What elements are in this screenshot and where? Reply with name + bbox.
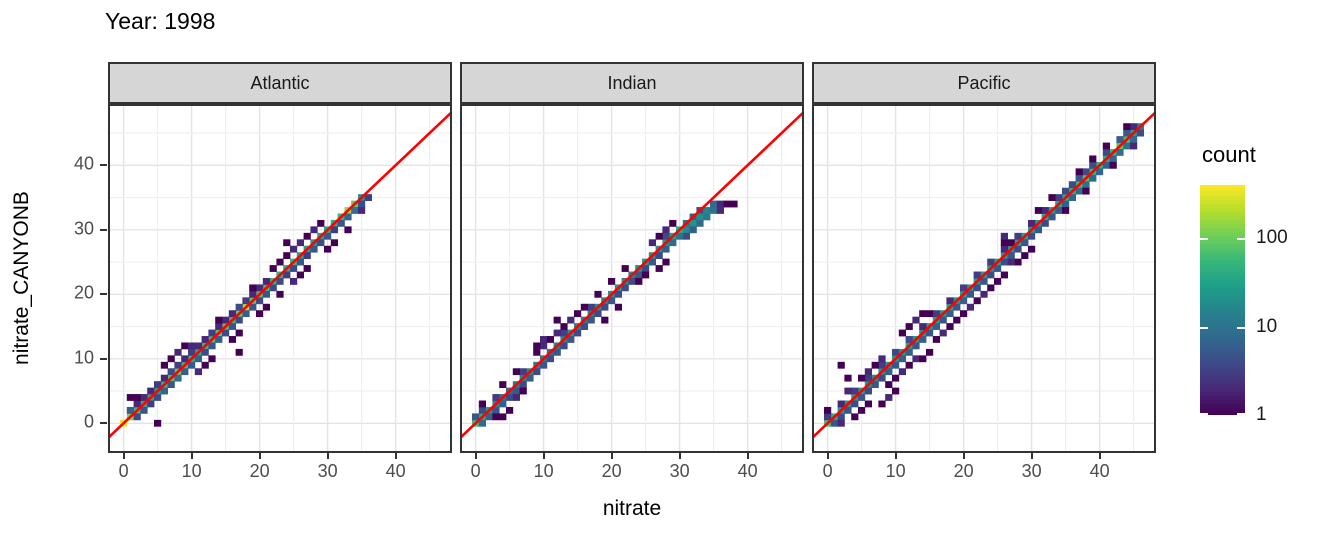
x-tick-mark <box>1030 453 1033 459</box>
x-tick-mark <box>542 453 545 459</box>
legend-colorbar <box>1200 185 1245 415</box>
y-tick-label: 0 <box>83 411 94 432</box>
y-tick-mark <box>100 357 107 360</box>
legend-tick-label: 1 <box>1256 404 1267 425</box>
y-tick-label: 40 <box>73 153 94 174</box>
x-tick-label: 10 <box>533 461 554 481</box>
legend-tick-mark <box>1200 326 1208 329</box>
legend-tick-mark <box>1237 326 1245 329</box>
x-tick-label: 0 <box>470 461 481 481</box>
x-tick-label: 30 <box>317 461 338 481</box>
panel-canvas-pacific <box>814 106 1154 451</box>
x-tick-mark <box>474 453 477 459</box>
y-axis-title: nitrate_CANYONB <box>10 191 33 365</box>
plot-title: Year: 1998 <box>105 8 216 34</box>
facet-strip-pacific: Pacific <box>812 62 1156 104</box>
legend-tick-label: 10 <box>1256 315 1278 337</box>
identity-line <box>814 111 1154 438</box>
y-tick-mark <box>100 293 107 296</box>
x-tick-mark <box>610 453 613 459</box>
x-tick-label: 0 <box>822 461 833 481</box>
panel-canvas-indian <box>462 106 802 451</box>
x-tick-mark <box>326 453 329 459</box>
facet-strip-indian: Indian <box>460 62 804 104</box>
x-axis-title: nitrate <box>602 497 662 520</box>
x-tick-mark <box>894 453 897 459</box>
gridlines <box>110 106 450 451</box>
identity-line <box>462 111 802 438</box>
x-tick-label: 30 <box>669 461 690 481</box>
x-tick-label: 40 <box>1089 461 1110 481</box>
x-tick-label: 30 <box>1021 461 1042 481</box>
x-tick-mark <box>962 453 965 459</box>
facet-strip-atlantic: Atlantic <box>108 62 452 104</box>
y-tick-label: 30 <box>73 218 94 239</box>
y-tick-mark <box>100 228 107 231</box>
x-tick-mark <box>826 453 829 459</box>
panel-atlantic <box>108 104 452 453</box>
y-tick-mark <box>100 164 107 167</box>
bin2d-layer <box>471 200 738 427</box>
gridlines <box>462 106 802 451</box>
x-tick-mark <box>678 453 681 459</box>
facet-strip-label: Indian <box>607 72 657 93</box>
facet-strip-label: Atlantic <box>250 72 310 93</box>
identity-line <box>110 111 450 438</box>
panel-pacific <box>812 104 1156 453</box>
x-tick-mark <box>190 453 193 459</box>
x-tick-mark <box>394 453 397 459</box>
x-tick-label: 0 <box>118 461 129 481</box>
y-tick-mark <box>100 422 107 425</box>
x-tick-mark <box>122 453 125 459</box>
x-tick-label: 20 <box>249 461 270 481</box>
x-tick-label: 20 <box>953 461 974 481</box>
panel-indian <box>460 104 804 453</box>
x-tick-label: 20 <box>601 461 622 481</box>
legend-tick-mark <box>1237 238 1245 241</box>
legend-tick-mark <box>1237 413 1245 415</box>
y-tick-label: 10 <box>73 347 94 368</box>
x-tick-label: 10 <box>181 461 202 481</box>
x-tick-mark <box>746 453 749 459</box>
legend-title: count <box>1202 142 1256 167</box>
y-tick-label: 20 <box>73 282 94 303</box>
legend-tick-label: 100 <box>1256 227 1288 249</box>
x-tick-label: 10 <box>885 461 906 481</box>
panel-canvas-atlantic <box>110 106 450 451</box>
x-tick-mark <box>1098 453 1101 459</box>
x-tick-label: 40 <box>385 461 406 481</box>
facet-strip-label: Pacific <box>957 72 1011 93</box>
x-tick-label: 40 <box>737 461 758 481</box>
legend-tick-mark <box>1200 413 1208 415</box>
x-tick-mark <box>258 453 261 459</box>
legend-tick-mark <box>1200 238 1208 241</box>
